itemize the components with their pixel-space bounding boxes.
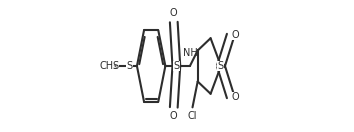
Text: S: S <box>218 61 224 71</box>
Text: O: O <box>232 30 240 40</box>
Text: O: O <box>232 92 240 102</box>
Text: S: S <box>112 61 118 71</box>
Text: Cl: Cl <box>188 111 197 121</box>
Text: S: S <box>173 61 179 71</box>
Text: O: O <box>170 8 178 18</box>
Text: O: O <box>170 111 178 121</box>
Text: CH₃: CH₃ <box>99 61 118 71</box>
Text: NH: NH <box>183 48 198 58</box>
Text: S: S <box>127 61 133 71</box>
